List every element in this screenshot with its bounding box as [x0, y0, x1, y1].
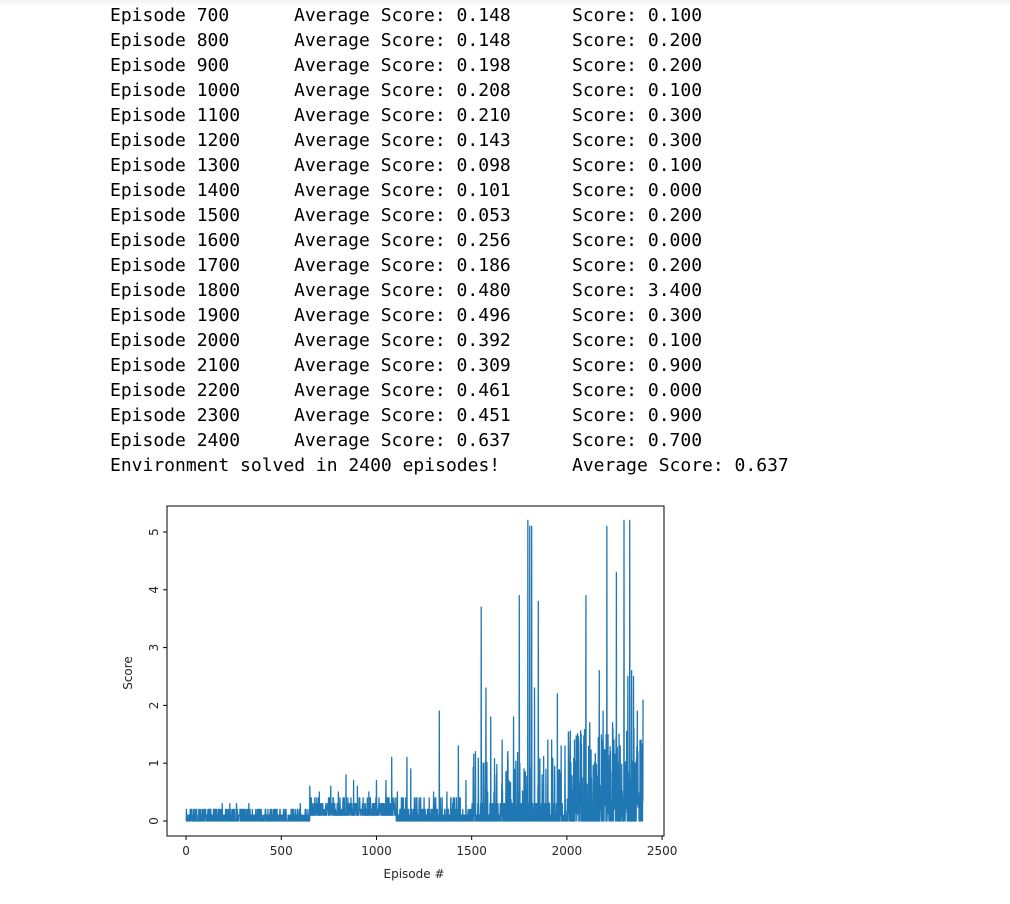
episode-label: Episode 900 [110, 55, 230, 76]
cell-top-border [0, 0, 1010, 6]
episode-label: Episode 1000 [110, 80, 241, 101]
average-score: Average Score: 0.148 [294, 30, 511, 51]
episode-score: Score: 0.300 [572, 105, 703, 126]
score-line [185, 519, 644, 822]
plot-frame [166, 505, 665, 837]
average-score: Average Score: 0.256 [294, 230, 511, 251]
average-score: Average Score: 0.101 [294, 180, 511, 201]
y-axis-label: Score [121, 656, 135, 690]
x-axis-ticks: 0 500 1000 1500 2000 2500 [182, 836, 677, 858]
episode-score: Score: 0.000 [572, 180, 703, 201]
episode-label: Episode 1100 [110, 105, 241, 126]
average-score: Average Score: 0.208 [294, 80, 511, 101]
average-score: Average Score: 0.053 [294, 205, 511, 226]
score-chart: 0 500 1000 1500 2000 2500 0 1 2 3 4 5 Episode # Sc… [121, 505, 677, 881]
average-score: Average Score: 0.309 [294, 355, 511, 376]
x-tick-label: 0 [182, 844, 190, 858]
episode-score: Score: 3.400 [572, 280, 703, 301]
episode-label: Episode 1500 [110, 205, 241, 226]
episode-score: Score: 0.000 [572, 230, 703, 251]
y-axis-ticks: 0 1 2 3 4 5 [147, 528, 167, 825]
episode-label: Episode 2300 [110, 405, 241, 426]
average-score: Average Score: 0.198 [294, 55, 511, 76]
episode-label: Episode 700 [110, 5, 230, 26]
average-score: Average Score: 0.480 [294, 280, 511, 301]
x-tick-label: 500 [270, 844, 293, 858]
episode-score: Score: 0.200 [572, 255, 703, 276]
y-tick-label: 5 [147, 528, 161, 536]
average-score: Average Score: 0.392 [294, 330, 511, 351]
average-score: Average Score: 0.210 [294, 105, 511, 126]
episode-score: Score: 0.200 [572, 30, 703, 51]
episode-label: Episode 1200 [110, 130, 241, 151]
score-series [185, 519, 644, 822]
y-tick-label: 2 [147, 702, 161, 710]
average-score: Average Score: 0.186 [294, 255, 511, 276]
episode-score: Score: 0.900 [572, 355, 703, 376]
episode-label: Episode 2100 [110, 355, 241, 376]
episode-label: Episode 800 [110, 30, 230, 51]
episode-label: Episode 1600 [110, 230, 241, 251]
average-score: Average Score: 0.143 [294, 130, 511, 151]
episode-score: Score: 0.300 [572, 305, 703, 326]
episode-label: Episode 1400 [110, 180, 241, 201]
x-tick-label: 1500 [456, 844, 487, 858]
average-score: Average Score: 0.637 [294, 430, 511, 451]
y-tick-label: 0 [147, 817, 161, 825]
episode-label: Episode 1300 [110, 155, 241, 176]
x-axis-label: Episode # [384, 867, 445, 881]
episode-score: Score: 0.100 [572, 330, 703, 351]
episode-score: Score: 0.900 [572, 405, 703, 426]
y-tick-label: 3 [147, 644, 161, 652]
episode-score: Score: 0.100 [572, 80, 703, 101]
average-score: Average Score: 0.496 [294, 305, 511, 326]
average-score: Average Score: 0.148 [294, 5, 511, 26]
average-score: Average Score: 0.451 [294, 405, 511, 426]
y-tick-label: 1 [147, 759, 161, 767]
episode-label: Episode 2000 [110, 330, 241, 351]
episode-label: Episode 1800 [110, 280, 241, 301]
final-average-score: Average Score: 0.637 [572, 455, 789, 476]
y-tick-label: 4 [147, 586, 161, 594]
episode-label: Episode 1900 [110, 305, 241, 326]
episode-score: Score: 0.100 [572, 155, 703, 176]
episode-label: Episode 2400 [110, 430, 241, 451]
average-score: Average Score: 0.461 [294, 380, 511, 401]
episode-score: Score: 0.000 [572, 380, 703, 401]
x-tick-label: 2000 [552, 844, 583, 858]
episode-label: Episode 1700 [110, 255, 241, 276]
episode-score: Score: 0.700 [572, 430, 703, 451]
average-score: Average Score: 0.098 [294, 155, 511, 176]
x-tick-label: 1000 [361, 844, 392, 858]
episode-score: Score: 0.200 [572, 205, 703, 226]
episode-label: Episode 2200 [110, 380, 241, 401]
x-tick-label: 2500 [647, 844, 678, 858]
solved-message: Environment solved in 2400 episodes! [110, 455, 501, 476]
episode-score: Score: 0.200 [572, 55, 703, 76]
episode-score: Score: 0.100 [572, 5, 703, 26]
episode-score: Score: 0.300 [572, 130, 703, 151]
